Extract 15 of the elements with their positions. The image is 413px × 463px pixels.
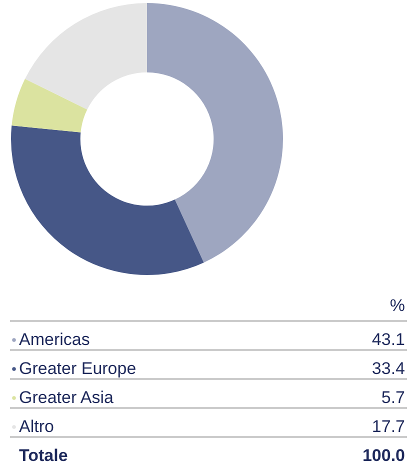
legend-label: Greater Europe: [19, 359, 136, 378]
donut-slice: [12, 78, 88, 132]
legend-label: Americas: [19, 330, 90, 349]
data-label: 17.7: [372, 417, 405, 436]
data-label: 43.1: [372, 330, 405, 349]
donut-slice: [11, 126, 204, 275]
donut-slice: [147, 3, 283, 263]
legend-label: Greater Asia: [19, 388, 114, 407]
data-label: 33.4: [372, 359, 405, 378]
text: Totale: [19, 446, 68, 463]
donut-slice: [24, 3, 147, 110]
legend-label: Altro: [19, 417, 54, 436]
text: 100.0: [362, 446, 405, 463]
legend-title: %: [390, 296, 405, 315]
data-label: 5.7: [381, 388, 405, 407]
